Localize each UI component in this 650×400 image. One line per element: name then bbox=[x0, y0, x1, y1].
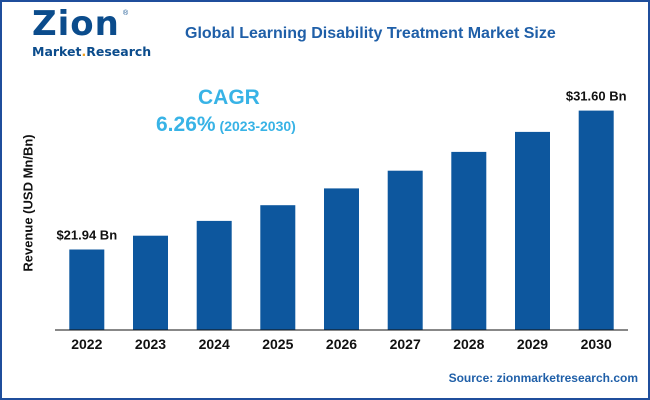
logo-wordmark: Zion bbox=[32, 4, 120, 44]
cagr-heading: CAGR bbox=[198, 86, 260, 109]
x-tick-2030: 2030 bbox=[581, 336, 612, 352]
logo-registered-mark: ® bbox=[123, 10, 129, 17]
bar-2025 bbox=[260, 205, 296, 330]
bar-2023 bbox=[133, 235, 168, 330]
source-note: Source: zionmarketresearch.com bbox=[448, 371, 638, 385]
cagr-range: (2023-2030) bbox=[219, 118, 296, 134]
x-tick-2024: 2024 bbox=[199, 336, 230, 352]
bar-2026 bbox=[324, 188, 359, 330]
x-tick-2025: 2025 bbox=[262, 336, 293, 352]
logo-subtitle: Market.Research bbox=[32, 44, 152, 59]
bar-2028 bbox=[451, 151, 487, 330]
zion-logo: Zion ® Market.Research bbox=[30, 4, 151, 59]
data-label-2030: $31.60 Bn bbox=[566, 89, 627, 104]
x-tick-2023: 2023 bbox=[135, 336, 166, 352]
cagr-annotation: 6.26% (2023-2030) bbox=[156, 113, 296, 137]
bar-2022 bbox=[69, 249, 105, 330]
x-tick-2027: 2027 bbox=[390, 336, 421, 352]
x-tick-2026: 2026 bbox=[326, 336, 357, 352]
bar-2030 bbox=[578, 110, 614, 330]
bar-2029 bbox=[515, 131, 550, 330]
cagr-value: 6.26% bbox=[156, 113, 216, 136]
x-tick-2029: 2029 bbox=[517, 336, 548, 352]
chart-title: Global Learning Disability Treatment Mar… bbox=[185, 25, 556, 42]
x-tick-2028: 2028 bbox=[453, 336, 484, 352]
data-label-2022: $21.94 Bn bbox=[56, 228, 117, 243]
bar-2027 bbox=[387, 170, 423, 330]
x-tick-2022: 2022 bbox=[71, 336, 102, 352]
bar-2024 bbox=[196, 220, 232, 330]
